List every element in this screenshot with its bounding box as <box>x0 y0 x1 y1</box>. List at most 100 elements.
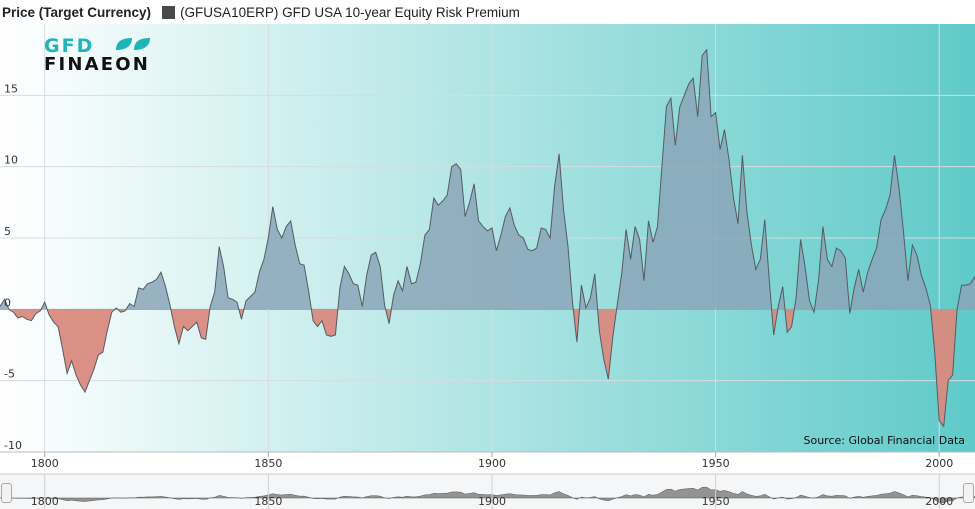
data-point[interactable] <box>440 198 445 203</box>
data-point[interactable] <box>396 278 401 283</box>
data-point[interactable] <box>266 236 271 241</box>
data-point[interactable] <box>74 373 79 378</box>
data-point[interactable] <box>812 310 817 315</box>
data-point[interactable] <box>409 281 414 286</box>
data-point[interactable] <box>619 271 624 276</box>
data-point[interactable] <box>490 226 495 231</box>
data-point[interactable] <box>888 193 893 198</box>
data-point[interactable] <box>525 247 530 252</box>
data-point[interactable] <box>628 257 633 262</box>
data-point[interactable] <box>548 236 553 241</box>
data-point[interactable] <box>29 318 34 323</box>
data-point[interactable] <box>892 153 897 158</box>
data-point[interactable] <box>668 96 673 101</box>
data-point[interactable] <box>369 253 374 258</box>
data-point[interactable] <box>552 184 557 189</box>
data-point[interactable] <box>937 418 942 423</box>
data-point[interactable] <box>56 324 61 329</box>
data-point[interactable] <box>65 371 70 376</box>
data-point[interactable] <box>96 353 101 358</box>
data-point[interactable] <box>950 373 955 378</box>
data-point[interactable] <box>946 378 951 383</box>
data-point[interactable] <box>391 293 396 298</box>
data-point[interactable] <box>856 267 861 272</box>
data-point[interactable] <box>418 261 423 266</box>
data-point[interactable] <box>221 264 226 269</box>
data-point[interactable] <box>704 47 709 52</box>
data-point[interactable] <box>226 295 231 300</box>
data-point[interactable] <box>105 328 110 333</box>
data-point[interactable] <box>190 324 195 329</box>
data-point[interactable] <box>320 318 325 323</box>
data-point[interactable] <box>610 335 615 340</box>
data-point[interactable] <box>87 378 92 383</box>
data-point[interactable] <box>159 270 164 275</box>
data-point[interactable] <box>919 273 924 278</box>
data-point[interactable] <box>566 244 571 249</box>
data-point[interactable] <box>834 246 839 251</box>
data-point[interactable] <box>24 317 29 322</box>
series-name[interactable]: (GFUSA10ERP) GFD USA 10-year Equity Risk… <box>180 4 520 20</box>
data-point[interactable] <box>601 357 606 362</box>
data-point[interactable] <box>248 294 253 299</box>
data-point[interactable] <box>38 308 43 313</box>
data-point[interactable] <box>333 333 338 338</box>
data-point[interactable] <box>642 278 647 283</box>
data-point[interactable] <box>557 151 562 156</box>
data-point[interactable] <box>472 181 477 186</box>
data-point[interactable] <box>293 243 298 248</box>
data-point[interactable] <box>829 264 834 269</box>
data-point[interactable] <box>405 264 410 269</box>
data-point[interactable] <box>382 303 387 308</box>
data-point[interactable] <box>145 281 150 286</box>
data-point[interactable] <box>47 313 52 318</box>
data-point[interactable] <box>288 218 293 223</box>
data-point[interactable] <box>803 264 808 269</box>
data-point[interactable] <box>968 281 973 286</box>
data-point[interactable] <box>870 257 875 262</box>
data-point[interactable] <box>15 315 20 320</box>
data-point[interactable] <box>413 280 418 285</box>
data-point[interactable] <box>239 317 244 322</box>
data-point[interactable] <box>914 253 919 258</box>
data-point[interactable] <box>673 143 678 148</box>
data-point[interactable] <box>615 303 620 308</box>
data-point[interactable] <box>297 261 302 266</box>
data-point[interactable] <box>731 196 736 201</box>
data-point[interactable] <box>574 340 579 345</box>
data-point[interactable] <box>127 301 132 306</box>
data-point[interactable] <box>624 227 629 232</box>
data-point[interactable] <box>507 206 512 211</box>
data-point[interactable] <box>342 264 347 269</box>
data-point[interactable] <box>521 236 526 241</box>
data-point[interactable] <box>588 295 593 300</box>
data-point[interactable] <box>494 248 499 253</box>
data-point[interactable] <box>431 196 436 201</box>
data-point[interactable] <box>798 237 803 242</box>
data-point[interactable] <box>655 224 660 229</box>
data-point[interactable] <box>83 390 88 395</box>
data-point[interactable] <box>203 337 208 342</box>
data-point[interactable] <box>941 424 946 429</box>
data-point[interactable] <box>400 288 405 293</box>
data-point[interactable] <box>11 310 16 315</box>
data-point[interactable] <box>467 200 472 205</box>
data-point[interactable] <box>114 305 119 310</box>
data-point[interactable] <box>686 81 691 86</box>
data-point[interactable] <box>364 273 369 278</box>
data-point[interactable] <box>176 341 181 346</box>
data-point[interactable] <box>905 278 910 283</box>
data-point[interactable] <box>109 310 114 315</box>
data-point[interactable] <box>762 217 767 222</box>
data-point[interactable] <box>785 330 790 335</box>
data-point[interactable] <box>33 311 38 316</box>
data-point[interactable] <box>530 248 535 253</box>
data-point[interactable] <box>883 207 888 212</box>
data-point[interactable] <box>713 110 718 115</box>
data-point[interactable] <box>449 164 454 169</box>
data-point[interactable] <box>42 300 47 305</box>
data-point[interactable] <box>329 334 334 339</box>
data-point[interactable] <box>852 285 857 290</box>
data-point[interactable] <box>194 320 199 325</box>
data-point[interactable] <box>315 324 320 329</box>
